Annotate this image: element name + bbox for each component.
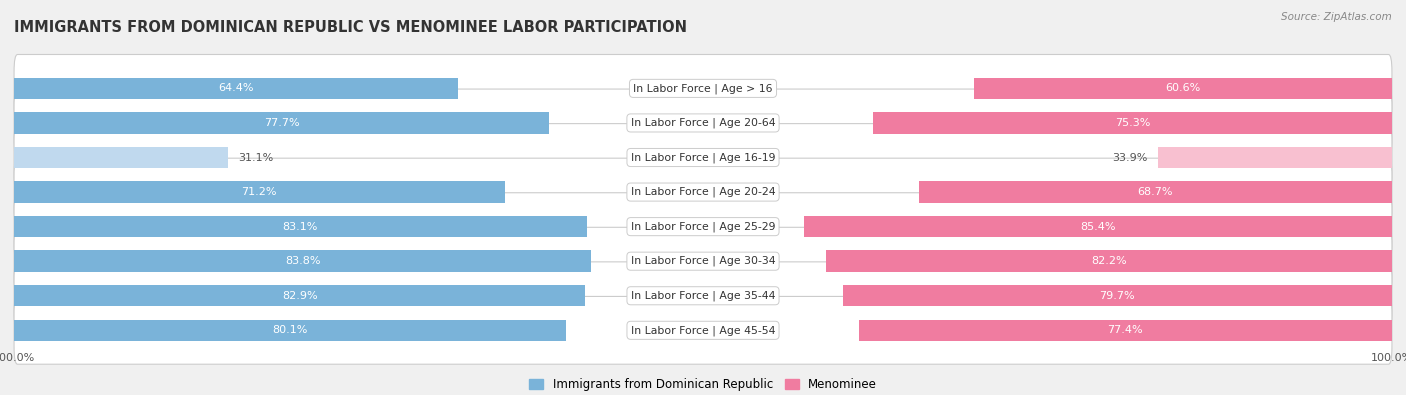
Text: 82.9%: 82.9% [281, 291, 318, 301]
Text: 83.1%: 83.1% [283, 222, 318, 231]
Text: 71.2%: 71.2% [242, 187, 277, 197]
Bar [804, 216, 1392, 237]
FancyBboxPatch shape [14, 124, 1392, 192]
Text: 85.4%: 85.4% [1080, 222, 1115, 231]
Text: In Labor Force | Age > 16: In Labor Force | Age > 16 [633, 83, 773, 94]
Bar [14, 285, 585, 307]
Bar [974, 78, 1392, 99]
Bar [918, 181, 1392, 203]
Text: 77.4%: 77.4% [1108, 325, 1143, 335]
FancyBboxPatch shape [14, 227, 1392, 295]
Text: IMMIGRANTS FROM DOMINICAN REPUBLIC VS MENOMINEE LABOR PARTICIPATION: IMMIGRANTS FROM DOMINICAN REPUBLIC VS ME… [14, 20, 688, 35]
Text: 80.1%: 80.1% [273, 325, 308, 335]
FancyBboxPatch shape [14, 55, 1392, 122]
Bar [14, 250, 592, 272]
Text: In Labor Force | Age 20-64: In Labor Force | Age 20-64 [631, 118, 775, 128]
FancyBboxPatch shape [14, 296, 1392, 364]
Bar [14, 181, 505, 203]
Text: In Labor Force | Age 20-24: In Labor Force | Age 20-24 [631, 187, 775, 198]
Text: 68.7%: 68.7% [1137, 187, 1173, 197]
Text: In Labor Force | Age 16-19: In Labor Force | Age 16-19 [631, 152, 775, 163]
Legend: Immigrants from Dominican Republic, Menominee: Immigrants from Dominican Republic, Meno… [529, 378, 877, 391]
Bar [14, 112, 550, 134]
Text: Source: ZipAtlas.com: Source: ZipAtlas.com [1281, 12, 1392, 22]
Text: 82.2%: 82.2% [1091, 256, 1126, 266]
Text: In Labor Force | Age 25-29: In Labor Force | Age 25-29 [631, 221, 775, 232]
Bar [825, 250, 1392, 272]
FancyBboxPatch shape [14, 158, 1392, 226]
Text: In Labor Force | Age 35-44: In Labor Force | Age 35-44 [631, 290, 775, 301]
Bar [14, 320, 565, 341]
Text: 75.3%: 75.3% [1115, 118, 1150, 128]
Bar [842, 285, 1392, 307]
Text: 33.9%: 33.9% [1112, 152, 1149, 162]
Text: 83.8%: 83.8% [285, 256, 321, 266]
Text: 77.7%: 77.7% [264, 118, 299, 128]
Text: 31.1%: 31.1% [239, 152, 274, 162]
FancyBboxPatch shape [14, 262, 1392, 330]
Bar [859, 320, 1392, 341]
Text: 60.6%: 60.6% [1166, 83, 1201, 93]
Bar [14, 216, 586, 237]
Text: 64.4%: 64.4% [218, 83, 253, 93]
Bar [14, 147, 228, 168]
FancyBboxPatch shape [14, 193, 1392, 261]
FancyBboxPatch shape [14, 89, 1392, 157]
Bar [1159, 147, 1392, 168]
Bar [873, 112, 1392, 134]
Text: 79.7%: 79.7% [1099, 291, 1135, 301]
Text: In Labor Force | Age 45-54: In Labor Force | Age 45-54 [631, 325, 775, 336]
Text: In Labor Force | Age 30-34: In Labor Force | Age 30-34 [631, 256, 775, 267]
Bar [14, 78, 458, 99]
